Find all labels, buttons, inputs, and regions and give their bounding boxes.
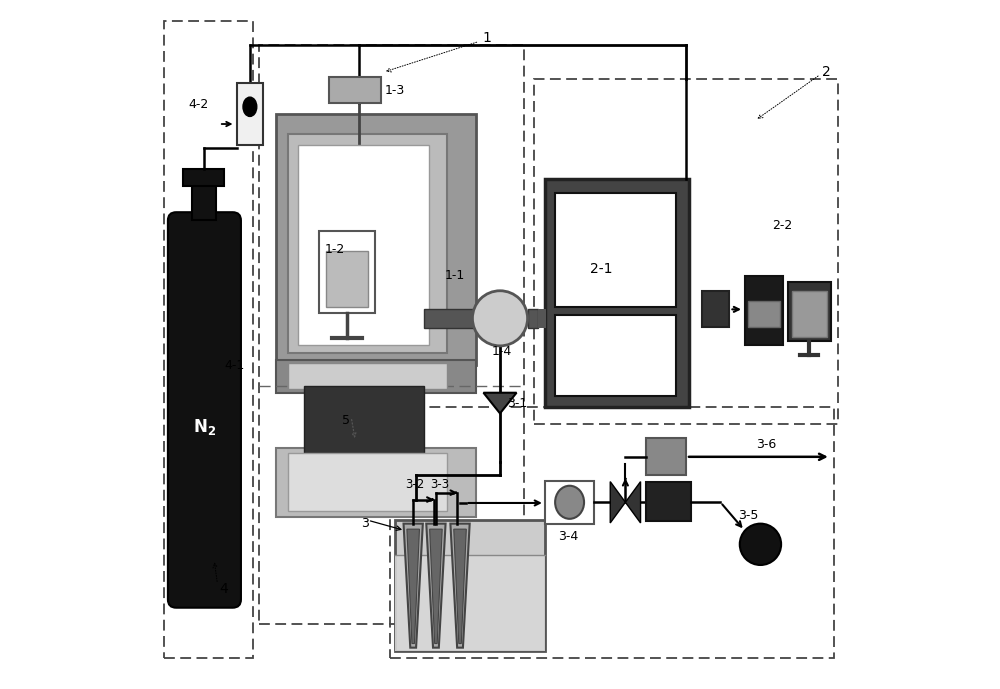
Bar: [276, 448, 476, 517]
Bar: [424, 309, 476, 328]
Bar: [304, 386, 424, 455]
Bar: [555, 315, 676, 396]
Bar: [259, 45, 524, 624]
Circle shape: [740, 524, 781, 565]
Bar: [164, 21, 253, 658]
Ellipse shape: [555, 486, 584, 519]
Bar: [395, 520, 545, 651]
Text: 3-4: 3-4: [559, 530, 579, 542]
Circle shape: [472, 291, 528, 346]
Bar: [326, 251, 368, 307]
Bar: [390, 407, 834, 658]
Bar: [792, 291, 827, 337]
Bar: [545, 179, 689, 407]
Text: 3-1: 3-1: [507, 397, 527, 409]
Bar: [646, 438, 686, 475]
Text: 4-1: 4-1: [224, 359, 245, 371]
Text: 1: 1: [483, 31, 492, 45]
Polygon shape: [404, 524, 423, 648]
Bar: [788, 282, 831, 341]
Text: 3-3: 3-3: [430, 478, 449, 491]
Bar: [276, 114, 476, 365]
Polygon shape: [450, 524, 470, 648]
Bar: [748, 301, 780, 327]
Bar: [555, 193, 676, 307]
Bar: [298, 145, 429, 344]
Bar: [183, 169, 224, 186]
Text: 3-6: 3-6: [756, 438, 777, 451]
Text: 1-1: 1-1: [445, 269, 465, 282]
FancyBboxPatch shape: [168, 212, 241, 608]
Bar: [237, 83, 263, 145]
Text: 4: 4: [219, 582, 228, 596]
Bar: [288, 363, 447, 389]
Text: 1-2: 1-2: [325, 243, 345, 256]
Text: 3-5: 3-5: [738, 509, 759, 522]
Bar: [476, 309, 517, 328]
Text: 3-2: 3-2: [405, 478, 424, 491]
Bar: [288, 453, 447, 511]
Polygon shape: [454, 529, 466, 644]
Bar: [745, 276, 783, 344]
Bar: [545, 481, 594, 524]
Bar: [702, 291, 729, 327]
Text: 1-4: 1-4: [492, 345, 512, 358]
Bar: [538, 309, 546, 328]
Ellipse shape: [243, 97, 257, 116]
Bar: [646, 482, 691, 521]
Bar: [528, 309, 538, 328]
Bar: [395, 555, 545, 651]
Text: 2: 2: [822, 65, 831, 79]
Polygon shape: [426, 524, 446, 648]
Text: $\mathbf{N_2}$: $\mathbf{N_2}$: [193, 417, 216, 438]
Text: 2-1: 2-1: [590, 262, 612, 276]
Text: 4-2: 4-2: [189, 99, 209, 111]
Polygon shape: [483, 393, 517, 413]
Bar: [329, 77, 381, 103]
Bar: [192, 183, 216, 220]
Polygon shape: [407, 529, 419, 644]
Polygon shape: [625, 482, 641, 523]
Polygon shape: [430, 529, 442, 644]
Bar: [534, 79, 838, 424]
Bar: [288, 134, 447, 353]
Polygon shape: [610, 482, 625, 523]
Text: 1-3: 1-3: [385, 85, 405, 97]
Bar: [319, 231, 375, 313]
Text: 5: 5: [342, 414, 350, 426]
Text: 3: 3: [361, 517, 369, 530]
Bar: [276, 360, 476, 393]
Text: 2-2: 2-2: [772, 220, 792, 232]
